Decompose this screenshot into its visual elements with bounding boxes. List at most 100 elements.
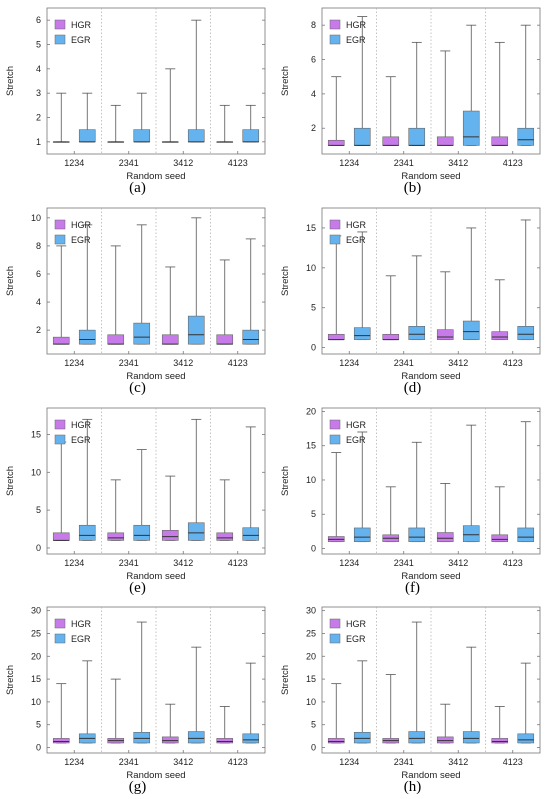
legend-label: HGR: [71, 619, 92, 629]
x-tick-label: 1234: [339, 158, 359, 168]
box: [216, 532, 234, 541]
box: [216, 334, 234, 345]
legend-swatch: [329, 419, 341, 429]
legend-label: EGR: [71, 634, 91, 644]
x-tick-label: 2341: [119, 558, 139, 568]
y-tick-label: 4: [36, 64, 41, 74]
box: [78, 329, 96, 345]
y-tick-label: 1: [36, 137, 41, 147]
legend-swatch: [329, 34, 341, 45]
legend-label: EGR: [346, 35, 366, 45]
panel-c: 2 4 6 8 10 1234 2341 3412 4123 Random seed Stretch…: [0, 200, 275, 400]
x-tick-label: 2341: [119, 158, 139, 168]
box: [382, 333, 400, 340]
box: [517, 733, 535, 744]
box: [517, 325, 535, 340]
box: [52, 532, 70, 541]
box: [161, 529, 179, 541]
x-tick-label: 4123: [228, 158, 248, 168]
legend-label: HGR: [346, 20, 367, 30]
legend-swatch: [329, 219, 341, 229]
y-tick-label: 30: [306, 606, 316, 616]
box: [517, 127, 535, 146]
box: [491, 136, 509, 146]
box: [436, 736, 454, 744]
box: [491, 534, 509, 542]
box: [187, 315, 205, 345]
y-tick-label: 0: [311, 743, 316, 753]
panel-h: 0 5 10 15 20 25 30 1234 2341 3412 4123 Random seed S…: [275, 599, 550, 799]
y-tick-label: 10: [306, 697, 316, 707]
legend-swatch: [54, 634, 66, 644]
legend-label: EGR: [346, 235, 366, 245]
y-axis-label: Stretch: [280, 66, 291, 96]
y-tick-label: 4: [36, 297, 41, 307]
y-tick-label: 20: [306, 406, 316, 416]
y-tick-label: 4: [311, 89, 316, 99]
y-axis-label: Stretch: [280, 665, 291, 695]
legend-label: EGR: [71, 435, 91, 445]
y-tick-label: 0: [311, 342, 316, 352]
y-tick-label: 0: [311, 543, 316, 553]
legend-swatch: [54, 34, 66, 45]
x-tick-label: 1234: [339, 558, 359, 568]
y-tick-label: 5: [36, 505, 41, 515]
y-tick-label: 15: [31, 674, 41, 684]
x-tick-label: 2341: [394, 558, 414, 568]
box: [327, 333, 345, 340]
x-axis-label: Random seed: [126, 770, 185, 781]
x-tick-label: 1234: [64, 358, 84, 368]
legend-swatch: [54, 219, 66, 229]
panel-label: (d): [403, 379, 422, 396]
y-tick-label: 10: [31, 697, 41, 707]
x-tick-label: 1234: [339, 358, 359, 368]
x-axis-label: Random seed: [126, 571, 185, 582]
panel-a: 1 2 3 4 5 6 1234 2341 3412 4123 Random seed Stretch…: [0, 0, 275, 200]
legend-label: HGR: [346, 420, 367, 430]
y-tick-label: 25: [306, 629, 316, 639]
x-tick-label: 3412: [448, 358, 468, 368]
legend-label: EGR: [346, 435, 366, 445]
box: [242, 526, 260, 541]
y-tick-label: 15: [306, 674, 316, 684]
x-tick-label: 1234: [339, 757, 359, 767]
y-tick-label: 8: [311, 20, 316, 30]
box: [462, 731, 480, 744]
box: [187, 521, 205, 541]
panel-label: (f): [405, 579, 420, 596]
y-tick-label: 6: [36, 15, 41, 25]
box: [52, 336, 70, 345]
panel-label: (c): [129, 379, 146, 396]
box: [133, 322, 151, 345]
legend-swatch: [329, 19, 341, 30]
box: [242, 329, 260, 345]
y-tick-label: 25: [31, 629, 41, 639]
y-axis-label: Stretch: [5, 465, 16, 495]
box: [161, 736, 179, 744]
panel-f: 0 5 10 15 20 1234 2341 3412 4123 Random seed Stret…: [275, 400, 550, 600]
legend-swatch: [329, 434, 341, 444]
legend-label: HGR: [71, 420, 92, 430]
x-axis-label: Random seed: [401, 571, 460, 582]
box: [353, 327, 371, 340]
y-tick-label: 5: [311, 509, 316, 519]
y-tick-label: 20: [306, 652, 316, 662]
x-tick-label: 4123: [503, 358, 523, 368]
x-tick-label: 3412: [173, 558, 193, 568]
x-tick-label: 2341: [394, 757, 414, 767]
legend-swatch: [329, 634, 341, 644]
box: [382, 136, 400, 146]
box: [327, 139, 345, 146]
box: [242, 733, 260, 744]
box: [517, 527, 535, 542]
x-tick-label: 1234: [64, 757, 84, 767]
panel-label: (e): [129, 579, 146, 596]
y-tick-label: 6: [36, 269, 41, 279]
x-tick-label: 4123: [503, 757, 523, 767]
x-tick-label: 3412: [173, 358, 193, 368]
box: [353, 527, 371, 542]
y-tick-label: 10: [306, 474, 316, 484]
box: [78, 129, 96, 143]
y-tick-label: 0: [36, 542, 41, 552]
legend-swatch: [54, 19, 66, 30]
